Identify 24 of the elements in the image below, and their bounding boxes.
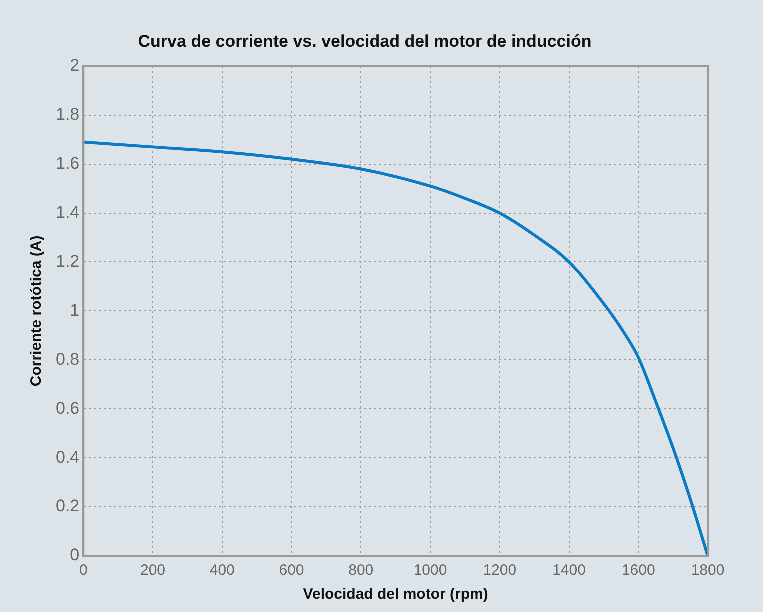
- y-tick-label: 0.4: [56, 448, 80, 467]
- y-tick-label: 1: [70, 300, 80, 320]
- y-tick-label: 0.2: [56, 496, 80, 516]
- x-tick-label: 1200: [483, 562, 517, 580]
- x-tick-label: 200: [140, 562, 166, 580]
- y-tick-label: 0: [70, 546, 80, 565]
- x-tick-label: 1800: [691, 562, 725, 580]
- line-series: [84, 140, 708, 556]
- x-tick-label: 800: [348, 562, 374, 580]
- x-tick-label: 1600: [622, 562, 656, 580]
- y-tick-label: 2: [70, 56, 80, 76]
- y-tick-label: 1.8: [56, 105, 80, 124]
- y-tick-label: 1.2: [56, 252, 80, 271]
- x-tick-label: 600: [279, 562, 304, 580]
- x-axis-title: Velocidad del motor (rpm): [303, 586, 488, 604]
- x-tick-label: 1000: [414, 562, 448, 580]
- chart-title: Curva de corriente vs. velocidad del motor de inducción: [138, 32, 592, 51]
- y-tick-label: 1.4: [56, 202, 80, 222]
- x-tick-label: 400: [210, 562, 235, 580]
- x-tick-label: 1400: [552, 562, 586, 580]
- y-tick-label: 0.8: [56, 350, 80, 369]
- y-axis-title: Corriente rotótica (A): [28, 236, 46, 387]
- y-tick-label: 1.6: [56, 154, 80, 174]
- y-tick-label: 0.6: [56, 398, 80, 418]
